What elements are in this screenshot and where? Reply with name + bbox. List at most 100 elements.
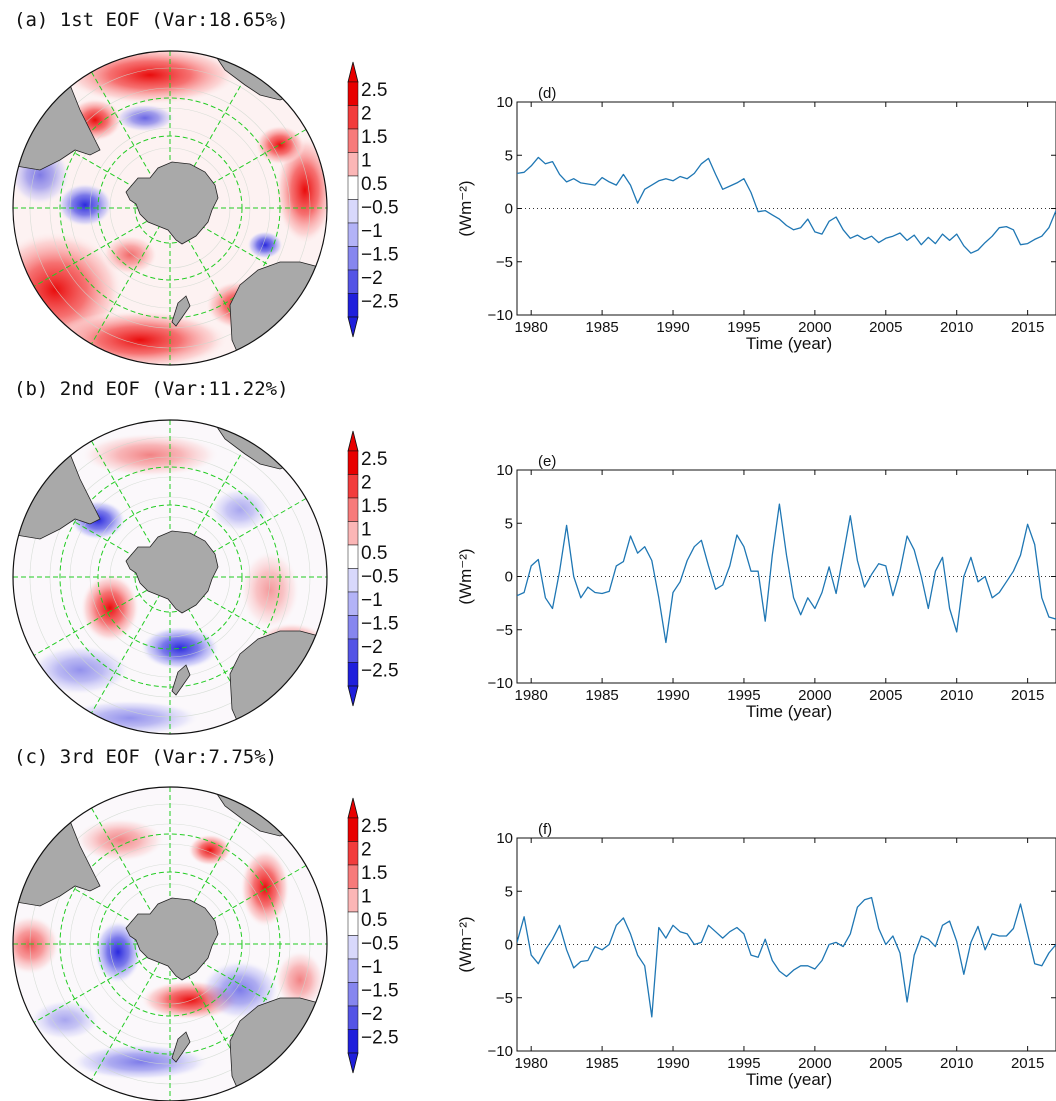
map-c (13, 787, 327, 1101)
colorbar-segment (347, 544, 359, 569)
colorbar-label: 1 (361, 151, 372, 172)
colorbar-label: −2 (361, 268, 383, 289)
colorbar-label: −2 (361, 1004, 383, 1025)
anomaly-blob (188, 834, 232, 866)
colorbar-label: 2 (361, 104, 372, 125)
colorbar-label: −0.5 (361, 198, 399, 219)
anomaly-blob (30, 645, 130, 695)
colorbar-segment (347, 958, 359, 983)
y-tick-label: −5 (496, 254, 513, 271)
map-b (13, 420, 327, 734)
x-tick-label: 2000 (798, 1055, 831, 1072)
map-b-border (12, 419, 328, 735)
panel-title-a: (a) 1st EOF (Var:18.65%) (14, 9, 289, 31)
land-new-zealand (171, 1031, 191, 1063)
colorbar-b: 2.5 21.5 10.5 −0.5−1 −1.5−2 −2.5 (347, 430, 399, 707)
colorbar-c: 2.5 21.5 10.5 −0.5−1 −1.5−2 −2.5 (347, 797, 399, 1074)
x-tick-label: 2015 (1011, 687, 1044, 704)
series-line (517, 503, 1056, 644)
x-axis-label: Time (year) (746, 334, 832, 353)
colorbar-segment (347, 105, 359, 130)
panel-title-b: (b) 2nd EOF (Var:11.22%) (14, 378, 289, 400)
colorbar-segment (347, 935, 359, 960)
colorbar-label: −1.5 (361, 981, 399, 1002)
colorbar-label: −2.5 (361, 661, 399, 682)
anomaly-blob (75, 818, 165, 862)
colorbar-segment (347, 615, 359, 640)
anomaly-blob (255, 125, 305, 165)
y-tick-label: 5 (505, 883, 513, 900)
x-axis-label: Time (year) (746, 1070, 832, 1089)
colorbar-segment (347, 864, 359, 889)
x-tick-label: 1985 (585, 319, 618, 336)
anomaly-blob (210, 488, 270, 532)
colorbar-label: −1 (361, 957, 383, 978)
panel-label: (f) (538, 821, 552, 838)
colorbar-label: −1 (361, 590, 383, 611)
colorbar-segment (347, 662, 359, 687)
colorbar-a: 2.5 21.5 10.5 −0.5−1 −1.5−2 −2.5 (347, 61, 399, 338)
colorbar-segment (347, 497, 359, 522)
x-tick-label: 2010 (940, 319, 973, 336)
land-new-zealand (171, 664, 191, 696)
colorbar-segment (347, 817, 359, 842)
colorbar-label: 1.5 (361, 496, 387, 517)
y-tick-label: −10 (488, 1043, 513, 1060)
colorbar-label: −2.5 (361, 1028, 399, 1049)
land-antarctica (125, 530, 219, 614)
y-tick-label: 0 (505, 201, 513, 218)
anomaly-blob (102, 235, 158, 275)
colorbar-label: 2.5 (361, 80, 387, 101)
map-c-border (12, 786, 328, 1101)
x-tick-label: 1980 (514, 1055, 547, 1072)
colorbar-arrow-top (347, 61, 359, 83)
anomaly-blob (240, 848, 290, 928)
colorbar-segment (347, 293, 359, 318)
colorbar-segment (347, 474, 359, 499)
y-tick-label: 5 (505, 147, 513, 164)
x-tick-label: 2005 (869, 319, 902, 336)
x-tick-label: 1995 (727, 1055, 760, 1072)
colorbar-label: −2.5 (361, 292, 399, 313)
colorbar-arrow-bottom (347, 1052, 359, 1074)
anomaly-blob (30, 1000, 100, 1040)
x-tick-label: 2005 (869, 687, 902, 704)
series-line (517, 896, 1056, 1018)
y-tick-label: 0 (505, 569, 513, 586)
anomaly-blob (247, 231, 283, 259)
y-tick-label: 10 (496, 830, 513, 847)
x-tick-label: 1980 (514, 687, 547, 704)
x-axis-label: Time (year) (746, 702, 832, 721)
colorbar-arrow-top (347, 430, 359, 452)
panel-label: (e) (538, 453, 556, 470)
plot-frame (516, 101, 1056, 316)
colorbar-arrow-bottom (347, 685, 359, 707)
colorbar-label: −0.5 (361, 567, 399, 588)
colorbar-label: 1 (361, 520, 372, 541)
y-axis-label: (Wm⁻²) (456, 180, 475, 236)
colorbar-label: −1.5 (361, 614, 399, 635)
anomaly-blob (275, 950, 325, 1010)
panel-label: (d) (538, 85, 556, 102)
y-tick-label: 10 (496, 94, 513, 111)
land-antarctica (125, 897, 219, 981)
timeseries-d: −10 −5 0 5 10 1980 1985 1990 1995 2000 2005 2010 201… (456, 85, 1056, 353)
colorbar-label: 0.5 (361, 174, 387, 195)
y-tick-label: 10 (496, 462, 513, 479)
colorbar-segment (347, 841, 359, 866)
y-tick-label: −10 (488, 307, 513, 324)
y-tick-label: −5 (496, 622, 513, 639)
colorbar-label: 1 (361, 887, 372, 908)
anomaly-blob (240, 550, 300, 630)
x-tick-label: 2015 (1011, 319, 1044, 336)
colorbar-arrow-bottom (347, 316, 359, 338)
y-tick-label: −10 (488, 675, 513, 692)
colorbar-segment (347, 911, 359, 936)
colorbar-segment (347, 152, 359, 177)
colorbar-label: −2 (361, 637, 383, 658)
colorbar-segment (347, 521, 359, 546)
x-tick-label: 1990 (656, 319, 689, 336)
colorbar-segment (347, 982, 359, 1007)
panel-title-c: (c) 3rd EOF (Var:7.75%) (14, 746, 277, 768)
